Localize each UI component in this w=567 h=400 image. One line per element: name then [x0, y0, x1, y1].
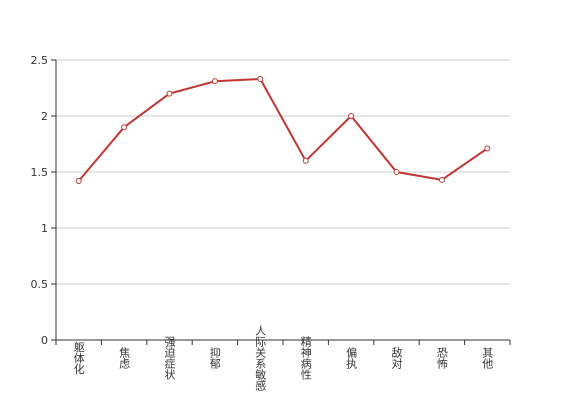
data-point [348, 113, 355, 119]
series-line [77, 78, 488, 182]
x-tick-label: 焦虑 [118, 347, 131, 369]
data-point [257, 76, 264, 83]
grid-lines [56, 59, 510, 285]
x-tick-labels: 躯体化 焦虑 强迫症状 抑郁 人际关系敏感 精神病性 偏执 敌对 恐怖 其他 [55, 325, 511, 391]
x-tick-label: 人际关系敏感 [254, 325, 267, 391]
data-point [211, 78, 218, 85]
y-tick-label: 2.5 [31, 54, 49, 67]
data-point [166, 90, 173, 97]
y-tick-label: 1.5 [31, 166, 49, 179]
series [75, 76, 491, 184]
y-tick-label: 2 [41, 110, 48, 123]
x-tick-label: 强迫症状 [163, 336, 176, 380]
y-tick-labels: 0 0.5 1 1.5 2 2.5 [31, 54, 56, 347]
x-tick-label: 偏执 [345, 346, 358, 370]
axes [55, 60, 510, 341]
x-tick-label: 敌对 [390, 346, 403, 369]
x-tick-label: 躯体化 [72, 341, 85, 375]
data-point [484, 145, 491, 152]
y-tick-label: 0 [41, 334, 48, 347]
data-point [75, 177, 82, 184]
data-point [393, 169, 400, 175]
x-tick-label: 其他 [481, 347, 494, 369]
y-tick-label: 0.5 [31, 278, 49, 291]
data-point [438, 176, 445, 183]
x-tick-label: 恐怖 [435, 347, 448, 369]
x-tick-label: 抑郁 [208, 346, 221, 369]
data-point [302, 157, 309, 164]
data-point [121, 124, 128, 131]
y-tick-label: 1 [41, 222, 48, 235]
x-tick-label: 精神病性 [299, 336, 312, 381]
